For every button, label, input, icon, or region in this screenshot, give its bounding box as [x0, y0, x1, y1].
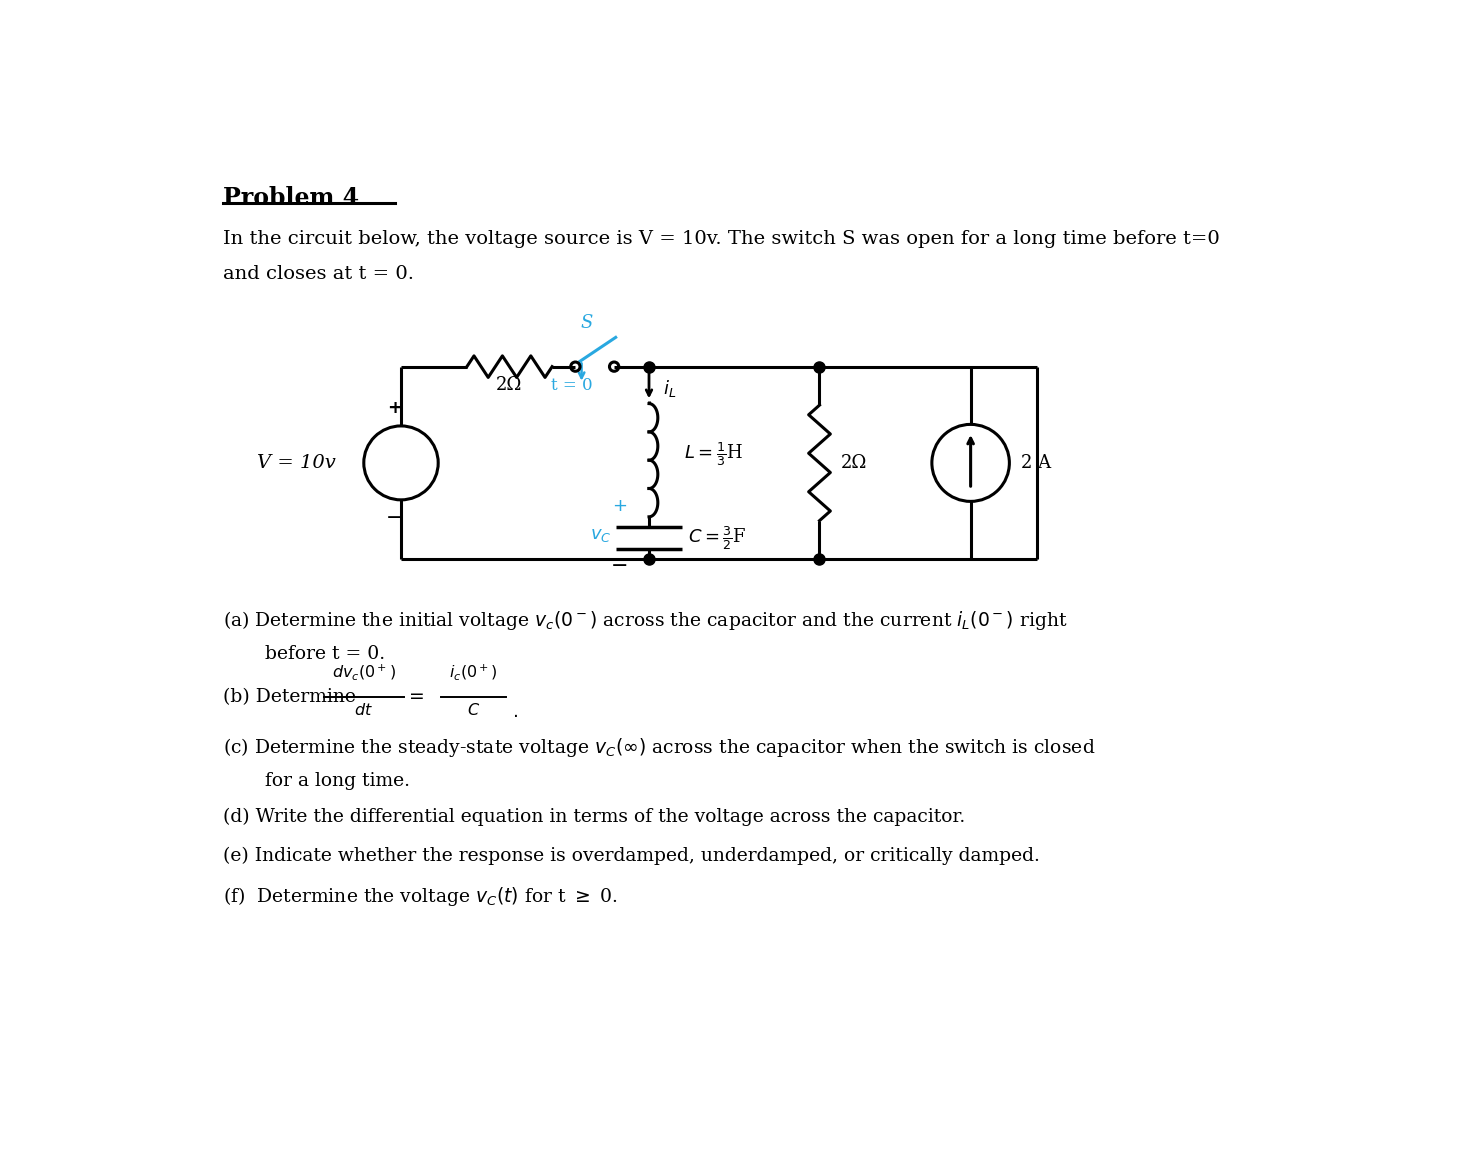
Text: Problem 4: Problem 4	[222, 186, 359, 209]
Text: =: =	[409, 688, 424, 706]
Text: $C = \frac{3}{2}$F: $C = \frac{3}{2}$F	[687, 524, 746, 551]
Text: and closes at t = 0.: and closes at t = 0.	[222, 265, 414, 283]
Text: (c) Determine the steady-state voltage $v_C(\infty)$ across the capacitor when t: (c) Determine the steady-state voltage $…	[222, 736, 1095, 759]
Text: $C$: $C$	[467, 702, 480, 719]
Text: −: −	[386, 507, 403, 527]
Text: $i_L$: $i_L$	[662, 378, 676, 399]
Text: .: .	[512, 702, 518, 720]
Text: $dv_c(0^+)$: $dv_c(0^+)$	[331, 662, 396, 682]
Text: S: S	[581, 314, 593, 332]
Text: −: −	[611, 556, 629, 577]
Text: 2Ω: 2Ω	[841, 454, 867, 472]
Text: +: +	[387, 399, 402, 416]
Text: V = 10v: V = 10v	[258, 454, 336, 472]
Text: 2 A: 2 A	[1022, 454, 1051, 472]
Text: (b) Determine: (b) Determine	[222, 688, 356, 705]
Text: for a long time.: for a long time.	[265, 772, 411, 790]
Text: $dt$: $dt$	[355, 702, 374, 719]
Text: (d) Write the differential equation in terms of the voltage across the capacitor: (d) Write the differential equation in t…	[222, 808, 966, 827]
Text: +: +	[612, 497, 627, 514]
Text: before t = 0.: before t = 0.	[265, 645, 386, 662]
Text: t = 0: t = 0	[551, 377, 592, 394]
Text: $i_c(0^+)$: $i_c(0^+)$	[449, 662, 498, 682]
Text: (f)  Determine the voltage $v_C(t)$ for t $\geq$ 0.: (f) Determine the voltage $v_C(t)$ for t…	[222, 884, 618, 907]
Text: $v_C$: $v_C$	[590, 526, 612, 543]
Text: (a) Determine the initial voltage $v_c(0^-)$ across the capacitor and the curren: (a) Determine the initial voltage $v_c(0…	[222, 609, 1067, 632]
Text: $L = \frac{1}{3}$H: $L = \frac{1}{3}$H	[684, 440, 743, 468]
Text: 2Ω: 2Ω	[496, 376, 523, 394]
Text: (e) Indicate whether the response is overdamped, underdamped, or critically damp: (e) Indicate whether the response is ove…	[222, 846, 1039, 865]
Text: In the circuit below, the voltage source is V = 10v. The switch S was open for a: In the circuit below, the voltage source…	[222, 230, 1219, 247]
